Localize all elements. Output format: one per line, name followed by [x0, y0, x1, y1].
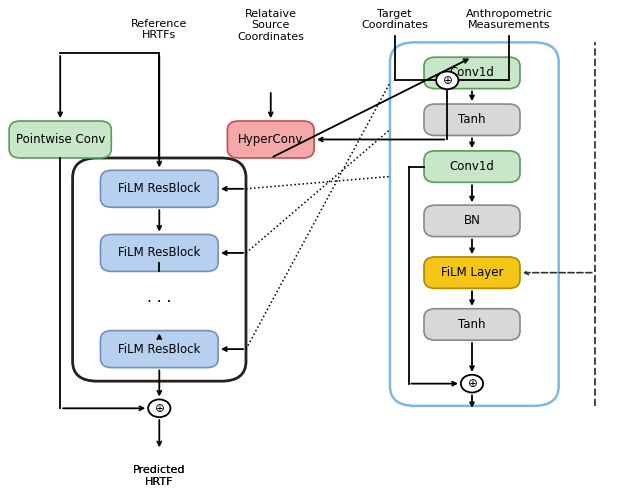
Text: $\oplus$: $\oplus$ — [442, 74, 453, 87]
Text: FiLM ResBlock: FiLM ResBlock — [118, 183, 200, 195]
FancyBboxPatch shape — [424, 57, 520, 89]
Text: FiLM Layer: FiLM Layer — [441, 266, 503, 279]
Text: Anthropometric
Measurements: Anthropometric Measurements — [466, 9, 553, 30]
Text: $\oplus$: $\oplus$ — [154, 402, 165, 415]
FancyBboxPatch shape — [101, 331, 218, 368]
Text: Tanh: Tanh — [458, 318, 486, 331]
FancyBboxPatch shape — [424, 205, 520, 237]
FancyBboxPatch shape — [424, 104, 520, 135]
Text: · · ·: · · · — [147, 295, 172, 310]
Text: Relataive
Source
Coordinates: Relataive Source Coordinates — [238, 9, 304, 42]
FancyBboxPatch shape — [9, 121, 111, 158]
Text: Predicted
HRTF: Predicted HRTF — [133, 465, 185, 487]
Text: $\oplus$: $\oplus$ — [466, 377, 478, 390]
FancyBboxPatch shape — [228, 121, 314, 158]
Text: BN: BN — [463, 214, 480, 227]
Circle shape — [461, 375, 483, 392]
Text: FiLM ResBlock: FiLM ResBlock — [118, 247, 200, 259]
Circle shape — [436, 71, 458, 89]
FancyBboxPatch shape — [424, 151, 520, 183]
Text: Target
Coordinates: Target Coordinates — [361, 9, 428, 30]
FancyBboxPatch shape — [424, 257, 520, 288]
Text: Conv1d: Conv1d — [450, 160, 494, 173]
Circle shape — [148, 399, 170, 417]
FancyBboxPatch shape — [424, 309, 520, 340]
Text: FiLM ResBlock: FiLM ResBlock — [118, 343, 200, 356]
Text: Conv1d: Conv1d — [450, 66, 494, 79]
Text: Pointwise Conv: Pointwise Conv — [16, 133, 105, 146]
FancyBboxPatch shape — [101, 235, 218, 271]
FancyBboxPatch shape — [101, 170, 218, 207]
Text: Reference
HRTFs: Reference HRTFs — [131, 19, 187, 40]
Text: Tanh: Tanh — [458, 113, 486, 126]
Text: HyperConv: HyperConv — [238, 133, 304, 146]
Text: Predicted
HRTF: Predicted HRTF — [133, 465, 185, 487]
